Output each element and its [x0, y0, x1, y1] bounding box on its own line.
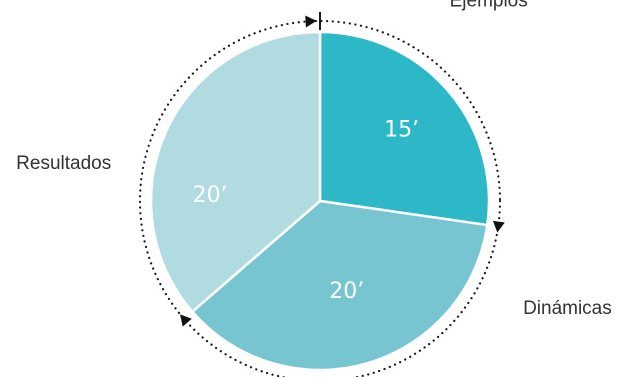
ring-arrowhead-2: [492, 220, 505, 233]
slice-label-ejemplos: Ejemplos: [450, 0, 528, 11]
slice-category-labels: Ejemplos Dinámicas Resultados: [16, 0, 612, 319]
pie-slice-dinamicas: [191, 199, 489, 372]
ring-arrowhead-1: [305, 15, 317, 28]
slice-value-labels: 15’ 20’ 20’: [193, 117, 420, 304]
pie-slice-ejemplos: [318, 30, 491, 227]
pie-slice-resultados: [149, 30, 322, 313]
pie-slices: [149, 30, 491, 372]
slice-label-dinamicas: Dinámicas: [523, 298, 612, 319]
slice-label-resultados: Resultados: [16, 153, 111, 174]
slice-value-resultados: 20’: [193, 183, 228, 208]
slice-value-dinamicas: 20’: [329, 279, 364, 304]
dotted-time-ring: [138, 12, 505, 377]
ring-arrowhead-3: [180, 314, 192, 327]
dotted-ring: [138, 19, 502, 377]
slice-value-ejemplos: 15’: [384, 117, 419, 142]
